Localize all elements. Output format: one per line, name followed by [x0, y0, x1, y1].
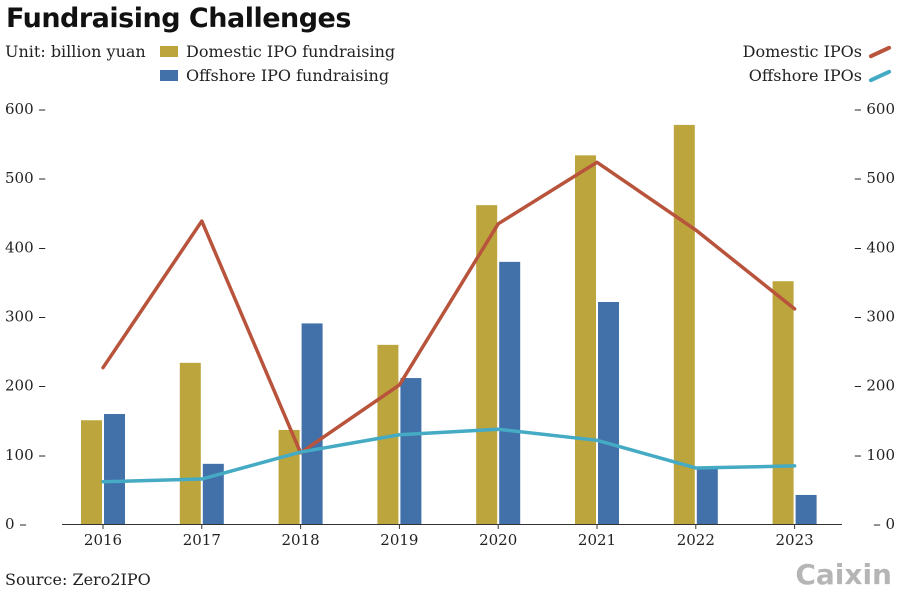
legend-label: Offshore IPOs [748, 66, 862, 85]
y-tick-label-right: – 200 [854, 377, 895, 395]
y-tick-label-left: 300 – [5, 308, 46, 326]
chart-title: Fundraising Challenges [6, 3, 351, 34]
y-tick-label-right: – 100 [854, 446, 895, 464]
x-tick-label: 2023 [776, 531, 814, 549]
y-tick-label-left: 100 – [5, 446, 46, 464]
source-note: Source: Zero2IPO [5, 570, 151, 589]
y-tick-label-right: – 500 [854, 169, 895, 187]
y-tick-label-right: – 600 [854, 100, 895, 118]
x-tick-label: 2016 [84, 531, 122, 549]
x-tick-label: 2022 [677, 531, 715, 549]
line-domestic-ipos [101, 160, 797, 455]
x-tick-label: 2020 [479, 531, 517, 549]
bar-offshore-fundraising [400, 378, 422, 524]
y-tick-label-left: 600 – [5, 100, 46, 118]
y-tick-label-right: – 0 [873, 515, 895, 533]
y-tick-label-left: 0 – [5, 515, 27, 533]
x-tick-label: 2021 [578, 531, 616, 549]
bar-domestic-fundraising [772, 281, 794, 524]
bar-offshore-fundraising [696, 467, 718, 524]
y-tick-label-left: 200 – [5, 377, 46, 395]
bar-offshore-fundraising [301, 323, 323, 524]
bar-domestic-fundraising [476, 205, 498, 524]
bar-offshore-fundraising [499, 261, 521, 524]
legend-swatch [160, 70, 178, 81]
bar-domestic-fundraising [81, 420, 102, 524]
x-tick-label: 2019 [380, 531, 418, 549]
caixin-logo: Caixin [795, 558, 892, 591]
legend-offshore-ipos: Offshore IPOs [749, 66, 892, 85]
x-tick-label: 2018 [282, 531, 320, 549]
y-tick-label-right: – 400 [854, 238, 895, 256]
legend-domestic-fundraising: Domestic IPO fundraising [160, 42, 395, 61]
legend-offshore-fundraising: Offshore IPO fundraising [160, 66, 389, 85]
bar-domestic-fundraising [179, 362, 201, 524]
legend-label: Domestic IPO fundraising [186, 42, 396, 61]
legend-label: Domestic IPOs [742, 42, 862, 61]
y-tick-label-left: 400 – [5, 238, 46, 256]
y-tick-label-right: – 300 [854, 308, 895, 326]
unit-label: Unit: billion yuan [5, 42, 146, 61]
x-tick-label: 2017 [183, 531, 221, 549]
bar-offshore-fundraising [795, 494, 817, 524]
legend-swatch [160, 46, 178, 57]
line-offshore-ipos [101, 427, 797, 484]
legend-domestic-ipos: Domestic IPOs [743, 42, 892, 61]
bar-offshore-fundraising [598, 301, 619, 524]
y-tick-label-left: 500 – [5, 169, 46, 187]
legend-label: Offshore IPO fundraising [186, 66, 390, 85]
bar-domestic-fundraising [575, 155, 596, 524]
bar-offshore-fundraising [104, 414, 125, 524]
